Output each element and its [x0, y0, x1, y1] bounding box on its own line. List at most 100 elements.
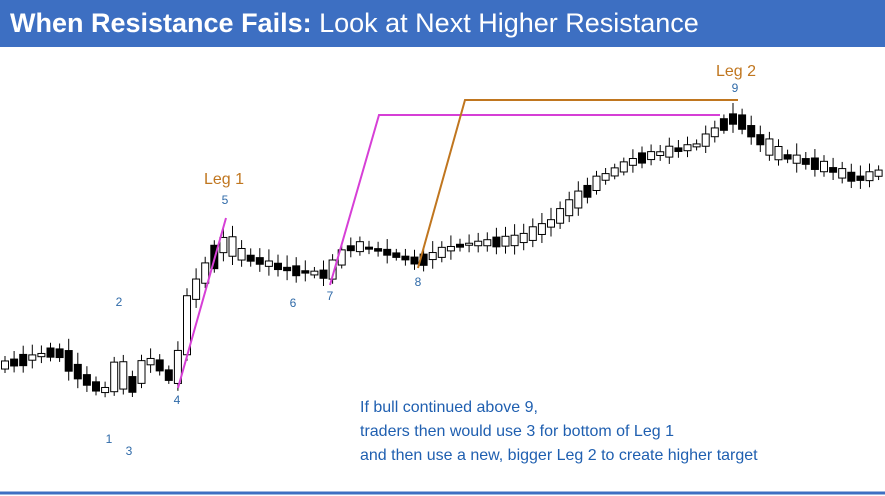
candle-body	[692, 143, 701, 148]
candle-body	[10, 358, 19, 367]
candle-body	[401, 255, 410, 261]
candle-body	[237, 248, 246, 261]
candle-body	[428, 252, 437, 261]
candle-body	[92, 381, 100, 392]
candle-body	[192, 278, 201, 300]
point-label: 4	[174, 393, 181, 407]
candle-body	[838, 168, 847, 179]
candle-body	[301, 270, 310, 274]
candle-body	[547, 219, 555, 228]
note-line: and then use a new, bigger Leg 2 to crea…	[360, 447, 758, 464]
candle-body	[446, 245, 455, 252]
point-label: 3	[126, 444, 133, 458]
candle-body	[465, 242, 474, 246]
candle-body	[274, 262, 282, 271]
point-label: 9	[732, 81, 739, 95]
point-label: 8	[415, 275, 422, 289]
point-label: 7	[327, 289, 334, 303]
candle-body	[246, 254, 255, 262]
candle-body	[583, 184, 592, 198]
candle-body	[501, 235, 510, 247]
candle-body	[656, 151, 665, 156]
candle-body	[865, 171, 874, 182]
point-label: 1	[106, 432, 113, 446]
candle-body	[28, 354, 37, 361]
candle-body	[747, 125, 756, 138]
candle-body	[683, 144, 692, 152]
candle-body	[255, 257, 264, 265]
candle-body	[82, 374, 91, 386]
candle-body	[765, 138, 774, 156]
candle-body	[528, 226, 537, 241]
title-bold: When Resistance Fails:	[10, 8, 312, 38]
candle-body	[510, 234, 519, 247]
candle-body	[201, 262, 210, 284]
candle-body	[729, 113, 737, 125]
candle-body	[628, 158, 637, 166]
candle-body	[310, 270, 319, 276]
candle-body	[110, 361, 119, 393]
candle-body	[346, 245, 355, 252]
candle-body	[619, 161, 628, 173]
candle-body	[565, 199, 574, 217]
candle-body	[847, 171, 856, 182]
candle-body	[738, 114, 747, 130]
candle-body	[146, 357, 155, 366]
candle-body	[173, 349, 182, 384]
leg1-line	[177, 217, 227, 389]
candle-body	[228, 236, 237, 257]
candle-body	[638, 152, 646, 164]
point-label: 5	[222, 193, 229, 207]
header: When Resistance Fails: Look at Next High…	[0, 0, 885, 47]
candle-body	[519, 232, 528, 244]
leg2-line	[417, 99, 738, 269]
title: Look at Next Higher Resistance	[319, 8, 699, 38]
resistance-line	[329, 114, 720, 286]
candle-body	[810, 157, 819, 170]
candle-body	[383, 248, 392, 256]
candle-body	[537, 223, 546, 235]
candle-body	[701, 133, 710, 147]
candle-body	[556, 208, 565, 224]
candle-body	[874, 169, 883, 177]
leg-label: Leg 2	[716, 63, 756, 80]
candle-body	[792, 154, 801, 164]
candle-body	[264, 260, 273, 267]
candle-body	[437, 246, 446, 258]
candle-body	[801, 158, 810, 165]
candle-body	[647, 151, 656, 161]
candle-body	[610, 167, 619, 177]
point-label: 2	[116, 295, 123, 309]
candle-body	[374, 248, 383, 252]
candle-body	[820, 160, 828, 173]
note-line: If bull continued above 9,	[360, 399, 538, 416]
candle-body	[756, 134, 765, 146]
candle-body	[774, 145, 783, 161]
candle-body	[856, 175, 865, 181]
candle-body	[19, 353, 28, 367]
candle-body	[365, 246, 373, 250]
candle-body	[392, 252, 401, 258]
candle-body	[55, 348, 64, 359]
candle-body	[155, 359, 164, 372]
candle-body	[119, 361, 128, 390]
candle-body	[783, 154, 792, 160]
candle-body	[1, 360, 9, 370]
candle-body	[164, 369, 173, 381]
candle-body	[474, 240, 483, 247]
candle-body	[292, 265, 301, 277]
candle-body	[719, 118, 728, 131]
leg-label: Leg 1	[204, 171, 244, 188]
candle-body	[592, 175, 601, 191]
candle-body	[46, 347, 55, 358]
candle-body	[319, 269, 328, 279]
candle-body	[710, 127, 719, 138]
candle-body	[674, 147, 683, 152]
candle-body	[128, 376, 137, 393]
candle-body	[601, 173, 610, 181]
point-label: 6	[290, 296, 297, 310]
candle-body	[574, 190, 583, 209]
candle-body	[456, 243, 464, 248]
